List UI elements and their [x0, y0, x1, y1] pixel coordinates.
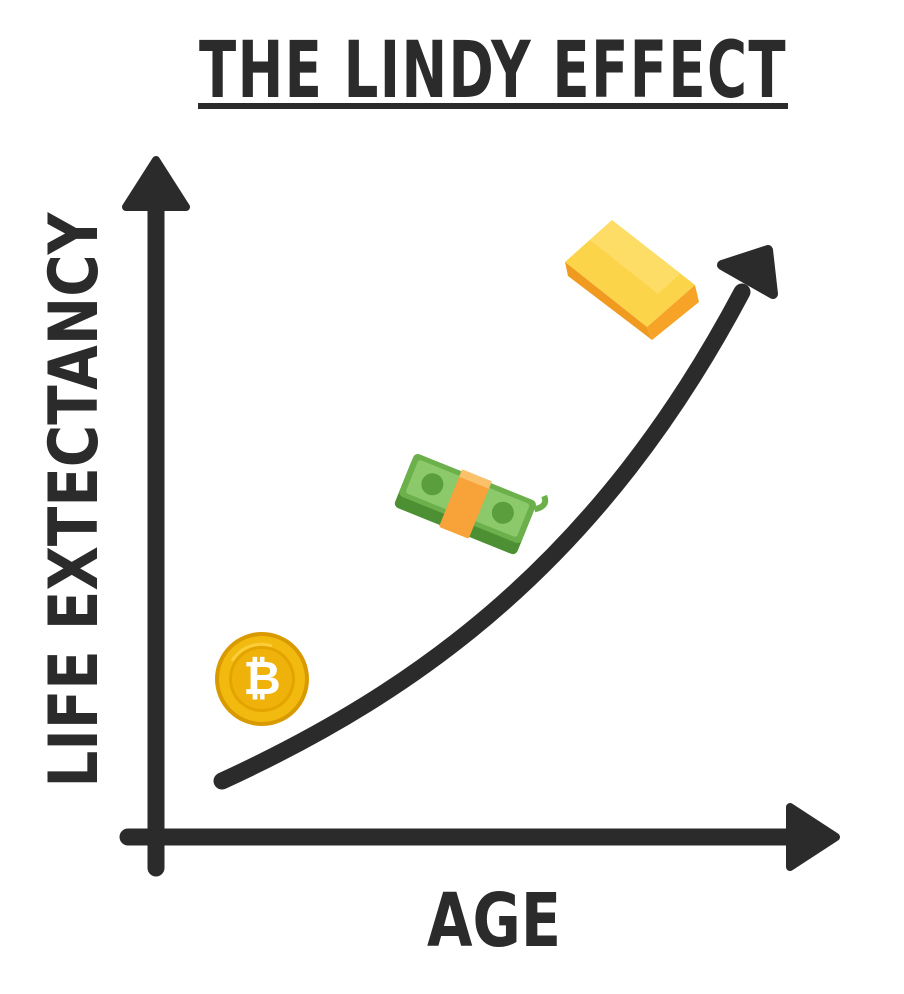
- x-axis-arrowhead: [786, 803, 840, 871]
- diagram-title: THE LINDY EFFECT: [199, 26, 787, 116]
- x-axis: [119, 803, 840, 871]
- y-axis-arrowhead: [122, 156, 190, 211]
- growth-curve-arrowhead: [717, 245, 778, 299]
- title-underline: [198, 103, 788, 109]
- bitcoin-symbol: ₿: [243, 651, 281, 705]
- bitcoin-coin-icon: ₿: [215, 632, 309, 726]
- gold-bar-icon: [565, 220, 699, 340]
- cash-stack-icon: [394, 453, 549, 555]
- growth-curve: [213, 245, 778, 790]
- y-axis: [122, 156, 190, 877]
- y-axis-label: LIFE EXTECTANCY: [35, 212, 114, 788]
- x-axis-label: AGE: [427, 878, 561, 964]
- growth-curve-line: [213, 283, 751, 790]
